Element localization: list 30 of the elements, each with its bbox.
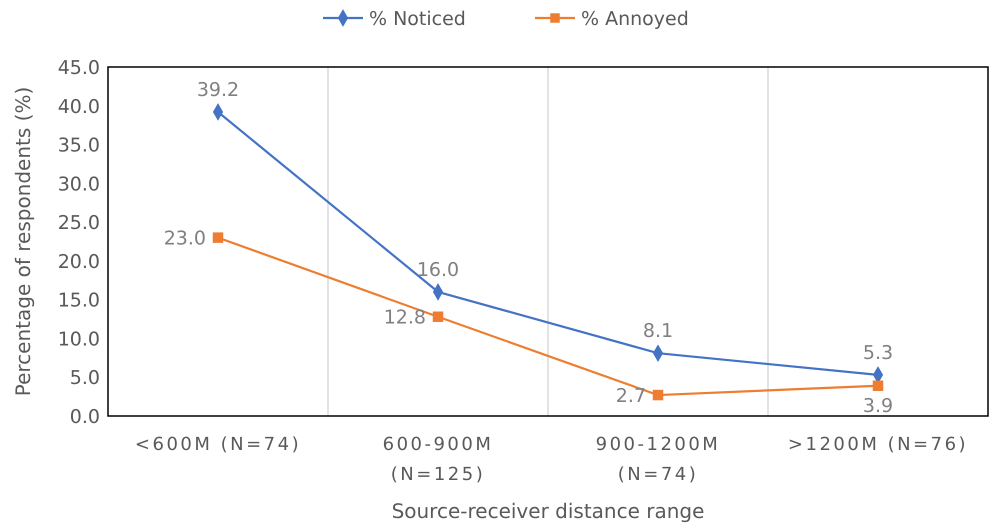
point [432,311,444,322]
point [212,232,224,243]
y-tick-label: 0.0 [70,406,100,428]
data-label: 2.7 [616,385,646,408]
x-tick-label: <600M (N=74) [134,434,302,455]
y-tick-label: 20.0 [58,250,100,273]
x-axis-title: Source-receiver distance range [392,499,704,523]
data-label: 23.0 [164,228,206,250]
data-label: 5.3 [862,342,894,364]
legend-label: % Noticed [369,8,466,30]
y-tick-label: 45.0 [58,57,100,79]
y-tick-label: 40.0 [58,96,100,118]
point [652,390,664,400]
point [872,380,884,391]
x-tick-label: 900-1200M (N=74) [596,434,720,485]
y-axis-title: Percentage of respondents (%) [11,86,35,396]
legend-label: % Annoyed [581,8,689,30]
x-tick-label: >1200M (N=76) [788,434,968,455]
x-tick-label: 600-900M (N=125) [382,434,494,485]
y-tick-label: 10.0 [58,328,100,350]
y-tick-label: 15.0 [58,290,100,312]
data-label: 16.0 [416,258,460,281]
y-tick-label: 35.0 [58,134,100,157]
y-tick-label: 30.0 [58,173,100,196]
y-tick-label: 25.0 [58,212,100,234]
data-label: 39.2 [196,78,240,101]
y-tick-label: 5.0 [70,367,100,390]
data-label: 12.8 [384,306,426,329]
data-label: 8.1 [642,320,674,342]
data-label: 3.9 [862,394,894,417]
